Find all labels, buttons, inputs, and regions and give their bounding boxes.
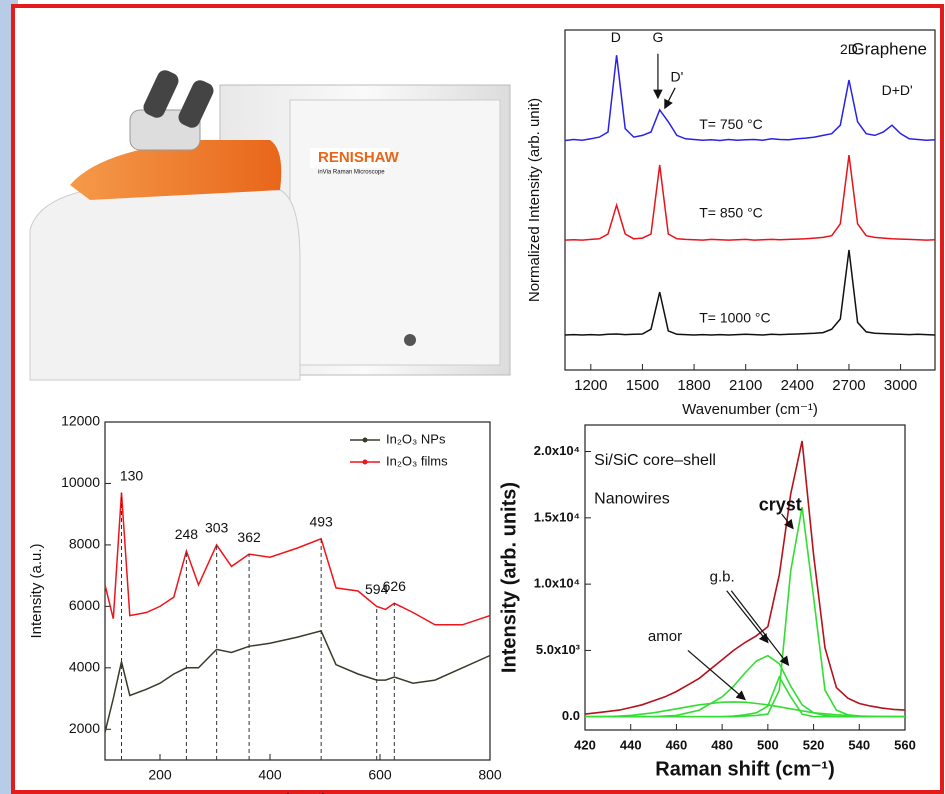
- annotation: Si/SiC core–shell: [594, 452, 716, 469]
- x-tick-label: 200: [148, 767, 172, 783]
- orange-lid: [70, 140, 282, 200]
- series-line: [584, 440, 906, 715]
- photo: RENISHAW inVia Raman Microscope: [29, 70, 511, 381]
- legend-swatch-dot: [362, 459, 368, 465]
- eyepiece: [143, 70, 179, 118]
- y-tick-label: 5.0x10³: [536, 642, 581, 657]
- annotation: D+D': [882, 82, 913, 98]
- y-axis-label: Normalized Intensity (arb. unit): [526, 98, 543, 302]
- legend-label: In₂O₃ NPs: [386, 431, 446, 446]
- annotation: 2D: [840, 41, 858, 57]
- x-tick-label: 460: [666, 737, 688, 752]
- y-tick-label: 12000: [61, 413, 100, 429]
- instrument-panel: [289, 99, 501, 366]
- series-line: [564, 55, 936, 142]
- x-tick-label: 540: [848, 737, 870, 752]
- series-line: [104, 630, 491, 733]
- x-tick-label: 560: [894, 737, 916, 752]
- x-tick-label: 480: [711, 737, 733, 752]
- eyepiece: [178, 80, 214, 128]
- x-tick-label: 520: [803, 737, 825, 752]
- x-tick-label: 400: [258, 767, 282, 783]
- y-tick-label: 2000: [69, 720, 100, 736]
- annotation: T= 1000 °C: [699, 310, 770, 326]
- logo-plate: [310, 148, 390, 168]
- y-tick-label: 1.0x10⁴: [534, 576, 580, 591]
- peak-label: 493: [309, 513, 333, 529]
- y-tick-label: 6000: [69, 597, 100, 613]
- plot-frame: [564, 29, 936, 371]
- annotation: D': [670, 68, 683, 84]
- knob: [404, 334, 416, 346]
- peak-label: 626: [383, 578, 407, 594]
- arrow: [730, 590, 790, 666]
- x-tick-label: 2700: [832, 377, 865, 394]
- plot-frame: [104, 421, 491, 761]
- series-line: [104, 492, 491, 626]
- arrow: [687, 649, 746, 701]
- x-tick-label: 2100: [729, 377, 762, 394]
- y-axis-label: Intensity (arb. units): [498, 482, 520, 673]
- y-tick-label: 10000: [61, 474, 100, 490]
- x-tick-label: 600: [368, 767, 392, 783]
- y-axis-label: Intensity (a.u.): [28, 543, 45, 638]
- annotation: T= 850 °C: [699, 204, 763, 220]
- annotation: Nanowires: [594, 490, 670, 507]
- x-tick-label: 500: [757, 737, 779, 752]
- annotation: G: [652, 29, 663, 45]
- model: inVia Raman Microscope: [318, 170, 385, 176]
- x-axis-label: Raman shift (cm⁻¹): [655, 758, 834, 780]
- x-tick-label: 1200: [574, 377, 607, 394]
- legend-label: In₂O₃ films: [386, 453, 448, 468]
- series-line: [564, 249, 936, 336]
- x-tick-label: 420: [574, 737, 596, 752]
- annotation: T= 750 °C: [699, 116, 763, 132]
- y-tick-label: 8000: [69, 536, 100, 552]
- chart-title: Graphene: [851, 39, 927, 58]
- charts: 1200 1500 1800 2100 2400 2700 3000 Wavenumber (…: [28, 29, 936, 794]
- y-tick-label: 1.5x10⁴: [534, 509, 580, 524]
- y-tick-label: 2.0x10⁴: [534, 443, 580, 458]
- plot-frame: [584, 424, 906, 731]
- annotation: cryst: [759, 495, 802, 515]
- peak-label: 303: [205, 520, 229, 536]
- enclosure: [29, 184, 301, 381]
- legend-swatch-dot: [362, 437, 368, 443]
- y-tick-label: 0.0: [562, 708, 580, 723]
- series-line: [585, 701, 906, 718]
- peak-label: 362: [237, 529, 261, 545]
- x-tick-label: 1500: [626, 377, 659, 394]
- brand: RENISHAW: [318, 149, 400, 166]
- x-tick-label: 2400: [781, 377, 814, 394]
- arrow: [664, 87, 676, 110]
- annotation: g.b.: [710, 568, 735, 585]
- peak-label: 594: [365, 581, 389, 597]
- arrow: [726, 590, 769, 644]
- annotation: D: [611, 29, 621, 45]
- x-tick-label: 1800: [677, 377, 710, 394]
- x-axis-label: ω (cm⁻¹): [268, 791, 327, 794]
- peak-label: 130: [120, 467, 144, 483]
- y-tick-label: 4000: [69, 659, 100, 675]
- series-line: [585, 675, 905, 718]
- x-tick-label: 800: [478, 767, 502, 783]
- x-tick-label: 3000: [884, 377, 917, 394]
- annotation: amor: [648, 628, 682, 645]
- x-axis-label: Wavenumber (cm⁻¹): [682, 401, 818, 418]
- peak-label: 248: [175, 526, 199, 542]
- arrow: [781, 513, 794, 530]
- series-line: [564, 155, 936, 241]
- x-tick-label: 440: [620, 737, 642, 752]
